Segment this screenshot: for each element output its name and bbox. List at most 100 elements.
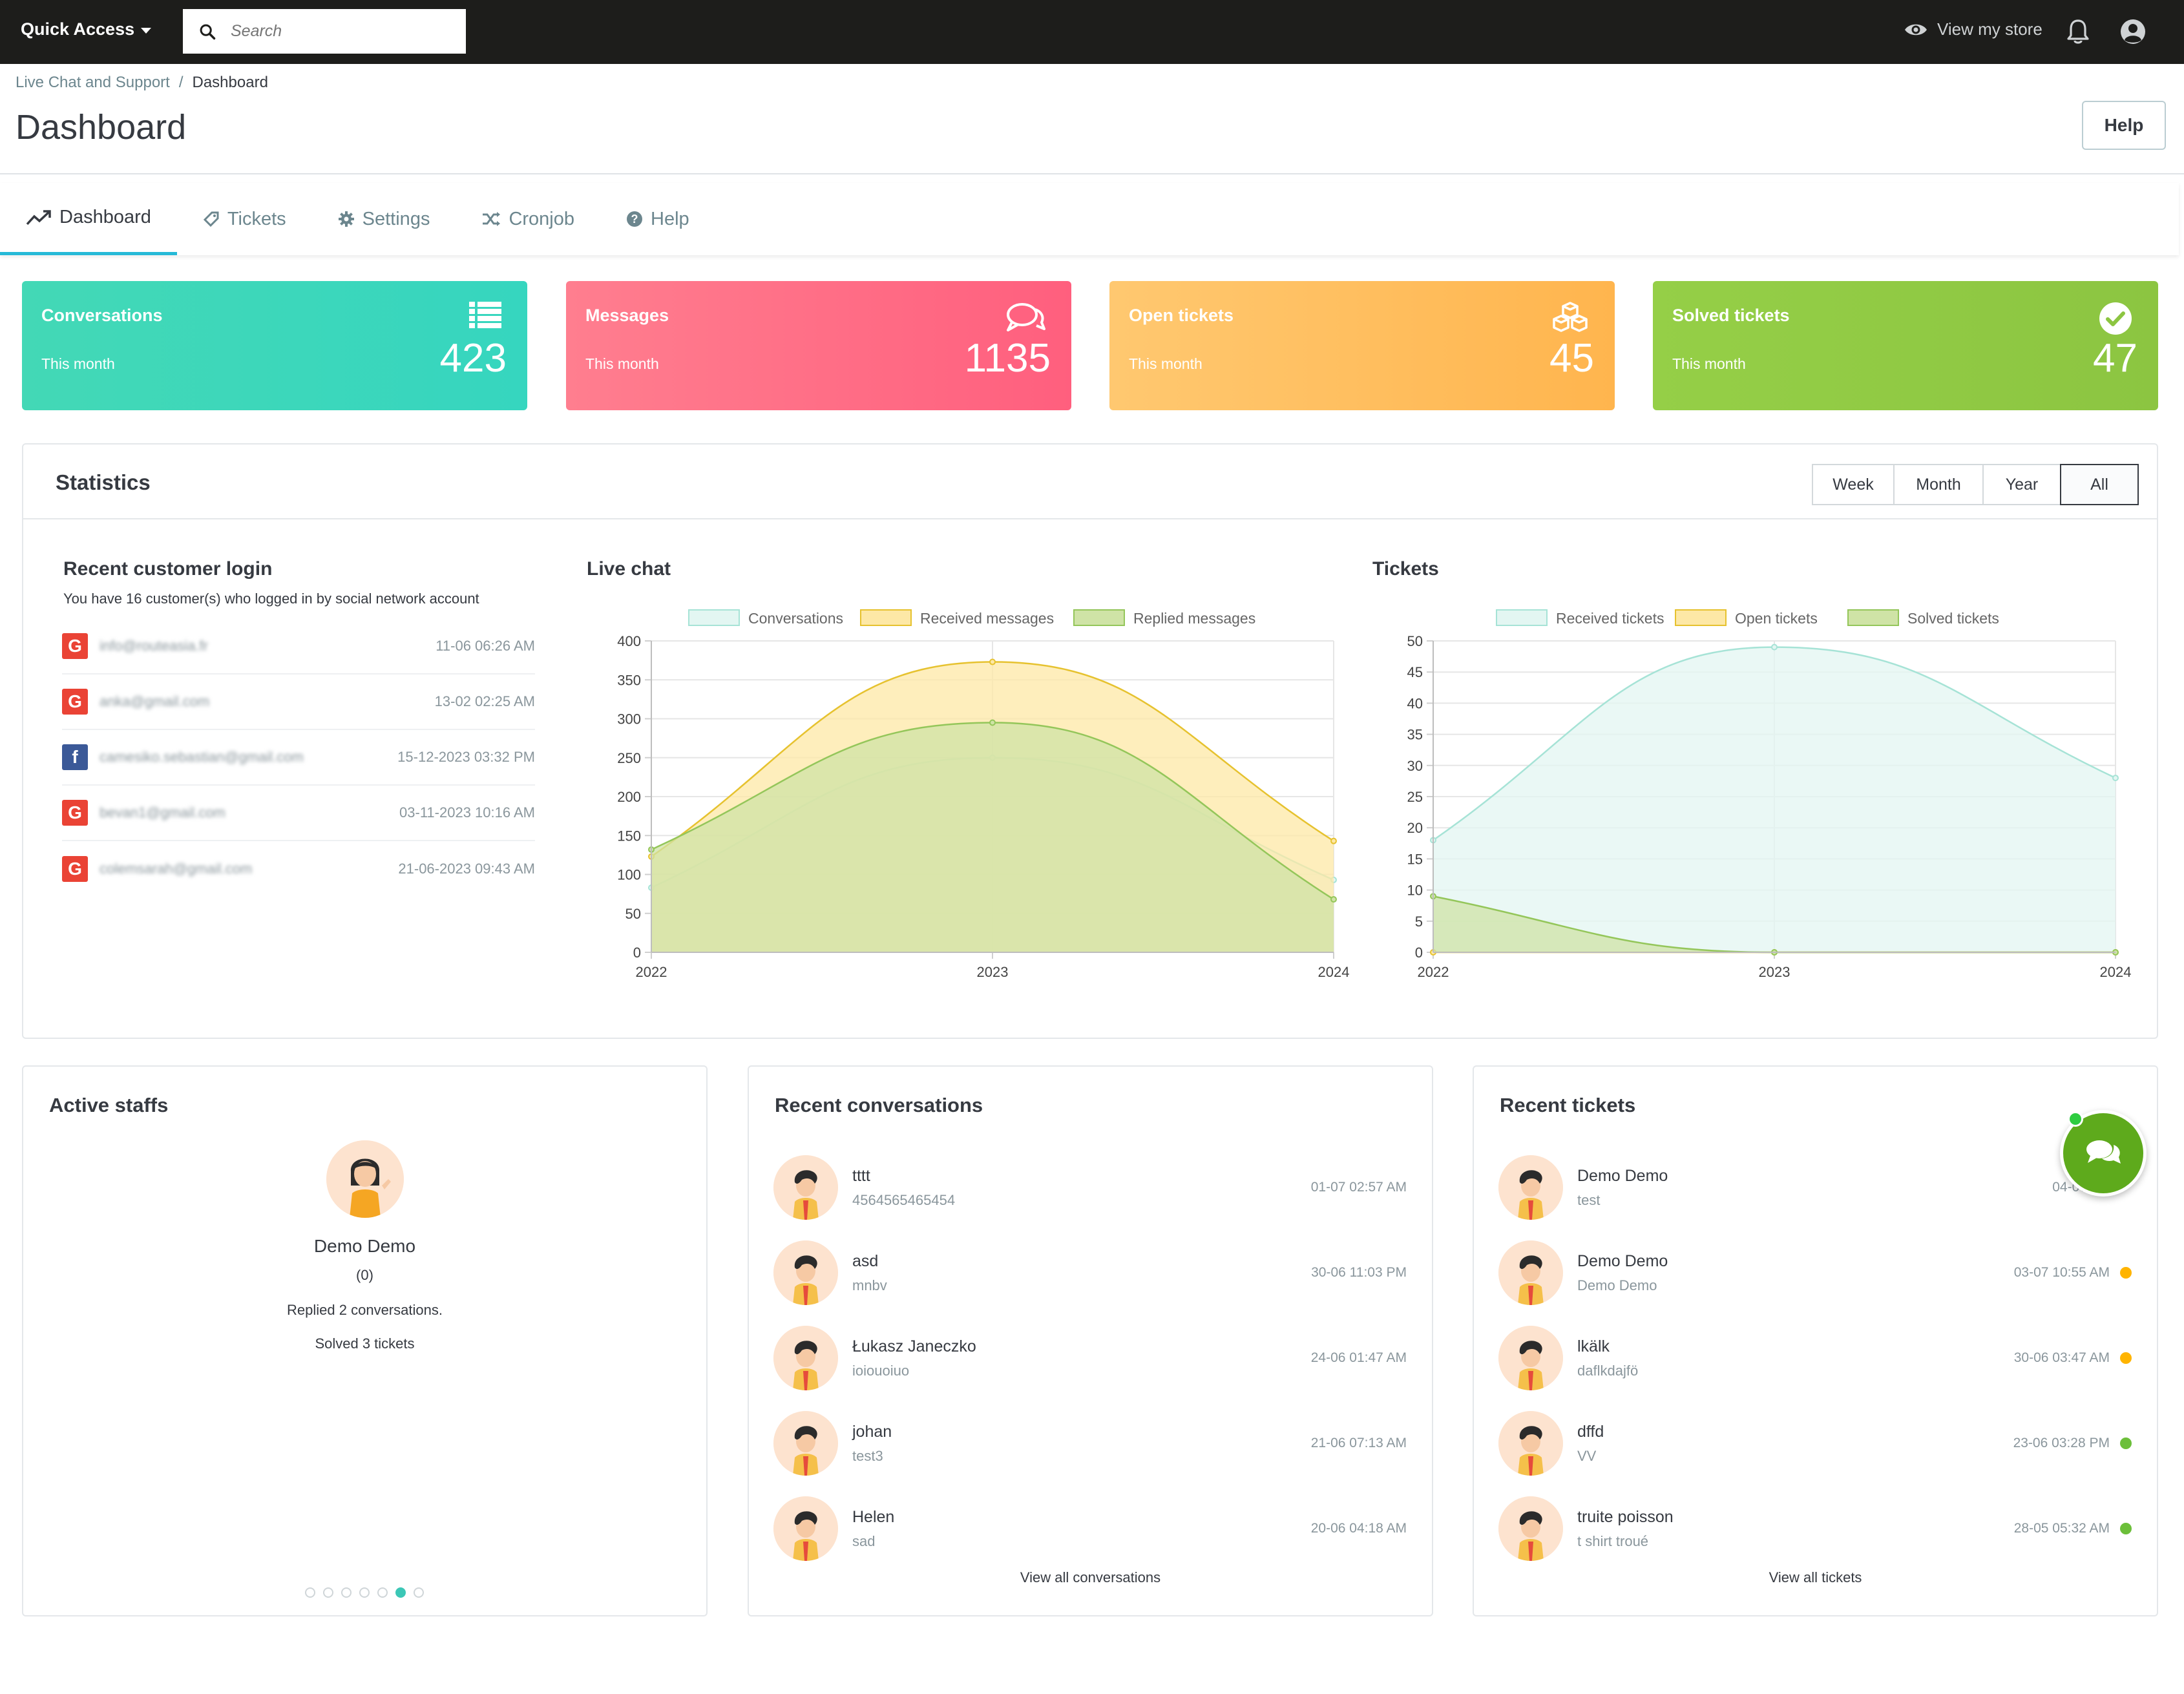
row-sub: Demo Demo — [1577, 1277, 1657, 1293]
tab-help[interactable]: ? Help — [600, 183, 715, 255]
y-tick-label: 30 — [1407, 758, 1423, 774]
chat-bubbles-icon — [2086, 1140, 2121, 1164]
check-circle-icon — [2099, 302, 2132, 335]
legend-item[interactable]: Conversations — [688, 609, 843, 627]
period-all-button[interactable]: All — [2060, 464, 2139, 505]
y-tick-label: 50 — [625, 906, 641, 922]
series-area — [651, 722, 1334, 952]
card-label: Open tickets — [1129, 306, 1234, 325]
trend-icon — [26, 209, 51, 225]
y-tick-label: 20 — [1407, 820, 1423, 836]
list-item[interactable]: lkälk daflkdajfö 30-06 03:47 AM — [1498, 1323, 2132, 1394]
period-selector: Week Month Year All — [1812, 464, 2139, 505]
legend-item[interactable]: Received tickets — [1496, 609, 1664, 627]
carousel-dot[interactable] — [305, 1587, 315, 1598]
y-tick-label: 150 — [617, 828, 641, 844]
login-date: 15-12-2023 03:32 PM — [397, 749, 535, 765]
list-item[interactable]: Demo Demo Demo Demo 03-07 10:55 AM — [1498, 1237, 2132, 1308]
carousel-dot[interactable] — [341, 1587, 352, 1598]
cubes-icon — [1553, 302, 1588, 332]
row-text: Demo Demo test — [1577, 1167, 1668, 1209]
list-item[interactable]: tttt 4564565465454 01-07 02:57 AM — [773, 1152, 1407, 1223]
legend-item[interactable]: Received messages — [860, 609, 1054, 627]
list-item[interactable]: Helen sad 20-06 04:18 AM — [773, 1493, 1407, 1564]
data-point[interactable] — [2112, 775, 2119, 782]
search-box[interactable] — [183, 9, 466, 54]
row-sub: sad — [852, 1532, 876, 1549]
row-date: 30-06 11:03 PM — [1311, 1265, 1407, 1280]
period-year-button[interactable]: Year — [1982, 464, 2061, 505]
list-item[interactable]: asd mnbv 30-06 11:03 PM — [773, 1237, 1407, 1308]
data-point[interactable] — [989, 658, 996, 665]
google-icon: G — [62, 856, 88, 882]
carousel-dot[interactable] — [377, 1587, 388, 1598]
user-circle-icon — [2121, 19, 2145, 44]
row-name: Demo Demo — [1577, 1251, 1668, 1270]
legend-item[interactable]: Solved tickets — [1847, 609, 1999, 627]
carousel-dot[interactable] — [359, 1587, 370, 1598]
notifications-button[interactable] — [2066, 18, 2090, 48]
help-button[interactable]: Help — [2082, 101, 2166, 150]
data-point[interactable] — [1771, 643, 1778, 651]
y-tick-label: 25 — [1407, 789, 1423, 805]
view-all-tickets-link[interactable]: View all tickets — [1769, 1569, 1862, 1585]
list-item[interactable]: truite poisson t shirt troué 28-05 05:32 A… — [1498, 1493, 2132, 1564]
y-tick-label: 10 — [1407, 883, 1423, 899]
y-tick-label: 400 — [617, 633, 641, 649]
y-tick-label: 5 — [1415, 914, 1423, 930]
row-name: tttt — [852, 1166, 870, 1185]
quick-access-label: Quick Access — [21, 19, 135, 39]
legend-swatch — [1675, 609, 1727, 626]
legend-item[interactable]: Open tickets — [1675, 609, 1818, 627]
list-item[interactable]: Łukasz Janeczko ioiouoiuo 24-06 01:47 AM — [773, 1323, 1407, 1394]
y-tick-label: 350 — [617, 672, 641, 688]
data-point[interactable] — [1330, 896, 1337, 903]
data-point[interactable] — [989, 719, 996, 726]
y-tick-label: 45 — [1407, 664, 1423, 680]
quick-access-menu[interactable]: Quick Access — [21, 19, 152, 39]
view-all-conversations-link[interactable]: View all conversations — [1020, 1569, 1161, 1585]
view-store-link[interactable]: View my store — [1904, 19, 2042, 39]
search-input[interactable] — [231, 22, 437, 41]
carousel-dot[interactable] — [323, 1587, 333, 1598]
tab-settings[interactable]: Settings — [312, 183, 456, 255]
period-month-button[interactable]: Month — [1893, 464, 1984, 505]
messages-card: Messages This month 1135 — [566, 281, 1071, 410]
x-tick-label: 2023 — [1759, 964, 1790, 980]
row-name: Helen — [852, 1507, 895, 1526]
eye-icon — [1905, 24, 1927, 35]
carousel-dot[interactable] — [414, 1587, 424, 1598]
row-sub: mnbv — [852, 1277, 887, 1293]
account-button[interactable] — [2119, 18, 2147, 48]
login-date: 13-02 02:25 AM — [434, 693, 535, 709]
data-point[interactable] — [1330, 837, 1337, 844]
row-name: dffd — [1577, 1422, 1604, 1441]
x-tick-label: 2022 — [1418, 964, 1449, 980]
carousel-dot[interactable] — [395, 1587, 406, 1598]
card-value: 45 — [1549, 336, 1594, 381]
period-week-button[interactable]: Week — [1812, 464, 1895, 505]
carousel-dots — [305, 1587, 424, 1598]
breadcrumb-parent[interactable]: Live Chat and Support — [16, 74, 170, 91]
row-sub: t shirt troué — [1577, 1532, 1649, 1549]
legend-item[interactable]: Replied messages — [1073, 609, 1255, 627]
login-row: G colemsarah@gmail.com 21-06-2023 09:43 … — [62, 841, 535, 897]
tab-cronjob[interactable]: Cronjob — [456, 183, 600, 255]
legend-label: Received messages — [920, 610, 1054, 627]
row-sub: 4564565465454 — [852, 1191, 956, 1208]
conversations-card: Conversations This month 423 — [22, 281, 527, 410]
view-store-label: View my store — [1937, 19, 2042, 39]
y-tick-label: 40 — [1407, 695, 1423, 711]
y-tick-label: 300 — [617, 711, 641, 727]
card-label: Messages — [585, 306, 669, 325]
top-bar: Quick Access View my store — [0, 0, 2184, 64]
avatar — [773, 1155, 838, 1220]
list-item[interactable]: johan test3 21-06 07:13 AM — [773, 1408, 1407, 1479]
tab-dashboard[interactable]: Dashboard — [0, 183, 177, 255]
row-date: 03-07 10:55 AM — [2013, 1265, 2110, 1280]
tab-tickets[interactable]: Tickets — [177, 183, 312, 255]
legend-label: Open tickets — [1735, 610, 1818, 627]
list-item[interactable]: dffd VV 23-06 03:28 PM — [1498, 1408, 2132, 1479]
